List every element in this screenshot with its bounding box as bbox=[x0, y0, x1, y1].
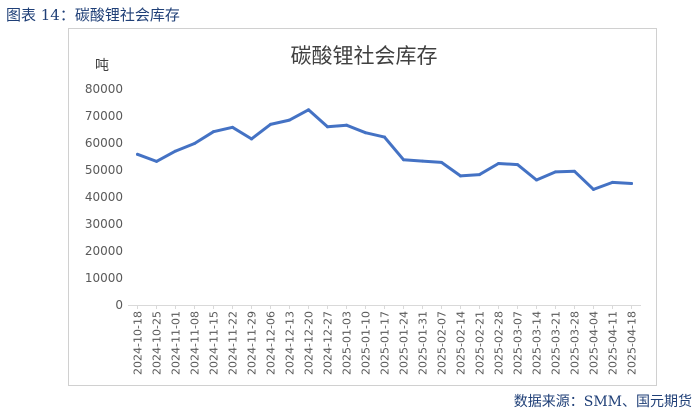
figure-caption: 图表 14：碳酸锂社会库存 bbox=[6, 6, 180, 24]
chart-frame bbox=[68, 28, 657, 386]
source-note: 数据来源：SMM、国元期货 bbox=[513, 394, 692, 410]
